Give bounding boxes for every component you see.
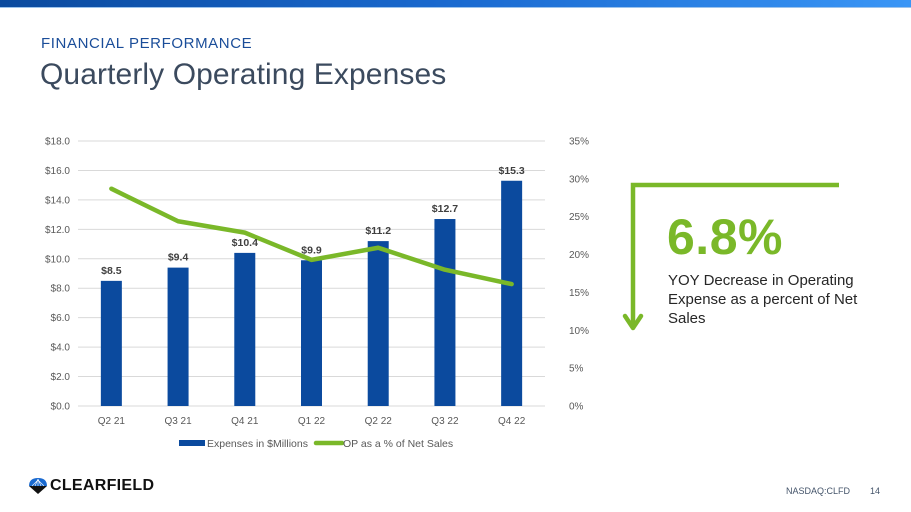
down-arrow-icon — [622, 182, 839, 331]
y2-tick-label: 10% — [569, 326, 589, 337]
stock-ticker: NASDAQ:CLFD — [786, 486, 851, 496]
bar — [301, 260, 322, 406]
left-axis: $0.0 $2.0 $4.0 $6.0 $8.0 $10.0 $12.0 $14.0 $16.0… — [45, 137, 70, 413]
x-tick-label: Q3 22 — [431, 416, 459, 427]
y-tick-label: $10.0 — [45, 254, 70, 265]
legend-label-bar: Expenses in $Millions — [207, 438, 308, 450]
y2-tick-label: 30% — [569, 174, 589, 185]
y-tick-label: $14.0 — [45, 195, 70, 206]
line-series — [109, 186, 514, 287]
bar-series — [100, 180, 523, 406]
y-tick-label: $18.0 — [45, 137, 70, 148]
x-axis: Q2 21 Q3 21 Q4 21 Q1 22 Q2 22 Q3 22 Q4 22 — [98, 416, 526, 427]
bar-value-label: $15.3 — [499, 165, 525, 177]
x-tick-label: Q4 21 — [231, 416, 259, 427]
bar — [100, 280, 122, 406]
callout-description: YOY Decrease in Operating Expense as a p… — [668, 272, 858, 327]
y2-tick-label: 0% — [569, 402, 584, 413]
y-tick-label: $2.0 — [51, 372, 71, 383]
logo-shell-icon — [29, 478, 47, 494]
y-tick-label: $6.0 — [51, 313, 71, 324]
chart-legend: Expenses in $Millions OP as a % of Net Sa… — [179, 438, 453, 450]
x-tick-label: Q2 21 — [98, 416, 126, 427]
bar — [234, 252, 256, 406]
bar-value-label: $11.2 — [365, 225, 391, 237]
y2-tick-label: 15% — [569, 288, 589, 299]
bar — [501, 180, 523, 406]
bar-value-label: $10.4 — [232, 237, 258, 249]
y-tick-label: $8.0 — [51, 284, 71, 295]
page-title: Quarterly Operating Expenses — [40, 58, 447, 91]
x-tick-label: Q4 22 — [498, 416, 526, 427]
y-tick-label: $16.0 — [45, 166, 70, 177]
x-tick-label: Q1 22 — [298, 416, 326, 427]
y2-tick-label: 35% — [569, 137, 589, 148]
y2-tick-label: 5% — [569, 364, 584, 375]
y2-tick-label: 20% — [569, 250, 589, 261]
data-labels: $8.5 $9.4 $10.4 $9.9 $11.2 $12.7 $15.3 — [101, 165, 525, 277]
bar-value-label: $12.7 — [432, 203, 458, 215]
x-tick-label: Q3 21 — [164, 416, 192, 427]
y-tick-label: $4.0 — [51, 343, 71, 354]
bar — [434, 219, 456, 406]
right-axis: 0% 5% 10% 15% 20% 25% 30% 35% — [569, 137, 589, 413]
y-tick-label: $0.0 — [51, 402, 71, 413]
section-eyebrow: FINANCIAL PERFORMANCE — [41, 35, 253, 52]
top-banner — [0, 0, 911, 8]
bar-value-label: $9.9 — [301, 244, 322, 256]
legend-label-line: OP as a % of Net Sales — [343, 438, 453, 450]
bar-value-label: $8.5 — [101, 265, 122, 277]
legend-swatch-bar — [179, 440, 205, 446]
bar — [367, 241, 389, 406]
y2-tick-label: 25% — [569, 212, 589, 223]
clearfield-logo: CLEARFIELD — [28, 477, 154, 495]
logo-text: CLEARFIELD — [50, 477, 155, 494]
callout-value: 6.8% — [667, 209, 783, 265]
page-number: 14 — [870, 486, 881, 496]
bar — [167, 267, 189, 406]
bar-value-label: $9.4 — [168, 252, 189, 264]
y-tick-label: $12.0 — [45, 225, 70, 236]
x-tick-label: Q2 22 — [365, 416, 393, 427]
